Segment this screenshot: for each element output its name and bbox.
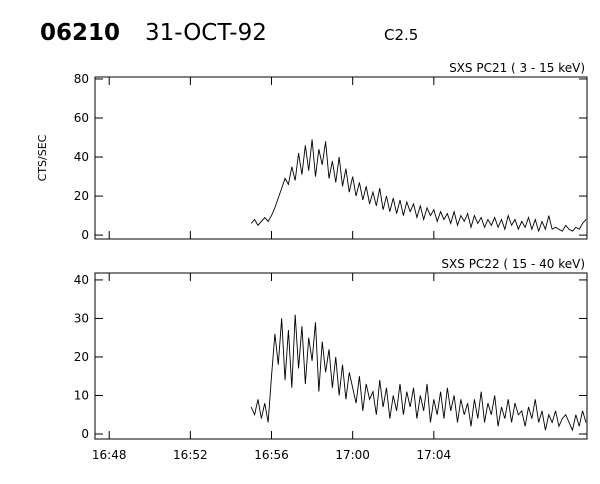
y-tick-label: 10: [74, 388, 89, 402]
x-tick-label: 16:48: [92, 448, 127, 462]
y-tick-label: 40: [74, 150, 89, 164]
x-tick-label: 17:00: [335, 448, 370, 462]
data-line: [250, 139, 587, 233]
event-id: 06210: [40, 20, 120, 46]
data-line: [250, 314, 587, 432]
y-tick-label: 30: [74, 311, 89, 325]
flare-class: C2.5: [384, 26, 418, 44]
event-date: 31-OCT-92: [145, 20, 267, 46]
x-tick-label: 17:04: [417, 448, 452, 462]
plot-frame: [94, 272, 588, 440]
y-tick-label: 40: [74, 273, 89, 287]
x-tick-label: 16:56: [254, 448, 289, 462]
plot-frame: [94, 76, 588, 240]
y-tick-label: 0: [81, 427, 89, 441]
panel-title: SXS PC22 ( 15 - 40 keV): [441, 257, 585, 271]
panel-title: SXS PC21 ( 3 - 15 keV): [449, 61, 585, 75]
y-tick-label: 60: [74, 111, 89, 125]
y-tick-label: 20: [74, 350, 89, 364]
y-tick-label: 20: [74, 189, 89, 203]
y-tick-label: 0: [81, 228, 89, 242]
y-tick-label: 80: [74, 72, 89, 86]
y-axis-label: CTS/SEC: [36, 134, 49, 181]
x-tick-label: 16:52: [173, 448, 208, 462]
